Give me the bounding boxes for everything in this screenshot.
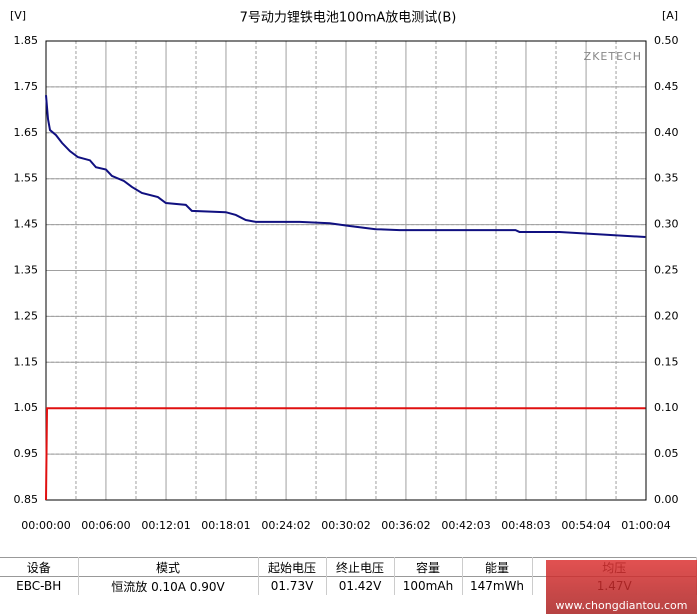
watermark: ZKETECH [584,50,642,63]
y2-tick-label: 0.45 [654,80,679,93]
table-cell: 能量 [462,557,533,577]
x-tick-label: 00:00:00 [21,519,70,532]
y2-tick-label: 0.00 [654,493,679,506]
x-tick-label: 01:00:04 [621,519,670,532]
chart: 7号动力锂铁电池100mA放电测试(B) [V] [A] 0.00 0.05 0.1… [10,9,679,532]
table-cell: 01.42V [326,576,395,595]
series-line [45,95,646,238]
table-cell: 终止电压 [326,557,395,577]
y2-tick-label: 0.40 [654,126,679,139]
y-tick-label: 1.55 [14,172,39,185]
x-tick-label: 00:42:03 [441,519,490,532]
watermark-logo: www.chongdiantou.com [546,560,697,614]
x-tick-label: 00:36:02 [381,519,430,532]
plot-border [45,40,647,501]
table-cell: 容量 [394,557,463,577]
table-cell: 01.73V [258,576,327,595]
table-cell: 模式 [78,557,259,577]
table-cell: 100mAh [394,576,463,595]
y2-tick-label: 0.30 [654,218,679,231]
x-tick-label: 00:12:01 [141,519,190,532]
y2-tick-label: 0.15 [654,355,679,368]
chart-title: 7号动力锂铁电池100mA放电测试(B) [240,11,457,26]
table-cell: 起始电压 [258,557,327,577]
x-tick-label: 00:06:00 [81,519,130,532]
x-tick-label: 00:54:04 [561,519,610,532]
y2-tick-label: 0.50 [654,34,679,47]
y-axis-title: [V] [10,9,26,22]
y-tick-label: 0.95 [14,447,39,460]
x-tick-label: 00:24:02 [261,519,310,532]
y2-tick-label: 0.10 [654,401,679,414]
table-cell: EBC-BH [0,576,79,595]
y-tick-label: 1.15 [14,355,39,368]
y2-tick-label: 0.35 [654,172,679,185]
y-tick-label: 0.85 [14,493,39,506]
y-tick-label: 1.75 [14,80,39,93]
y2-tick-label: 0.25 [654,264,679,277]
y-tick-label: 1.65 [14,126,39,139]
table-cell: 147mWh [462,576,533,595]
x-tick-label: 00:30:02 [321,519,370,532]
table-cell: 恒流放 0.10A 0.90V [78,576,259,595]
y2-tick-label: 0.05 [654,447,679,460]
y-tick-label: 1.35 [14,264,39,277]
y-tick-label: 1.05 [14,401,39,414]
series-line [45,407,646,501]
table-cell: 设备 [0,557,79,577]
x-tick-label: 00:18:01 [201,519,250,532]
x-tick-label: 00:48:03 [501,519,550,532]
y-tick-label: 1.85 [14,34,39,47]
y2-axis-title: [A] [662,9,678,22]
y2-tick-label: 0.20 [654,309,679,322]
y-tick-label: 1.45 [14,218,39,231]
y-tick-label: 1.25 [14,309,39,322]
